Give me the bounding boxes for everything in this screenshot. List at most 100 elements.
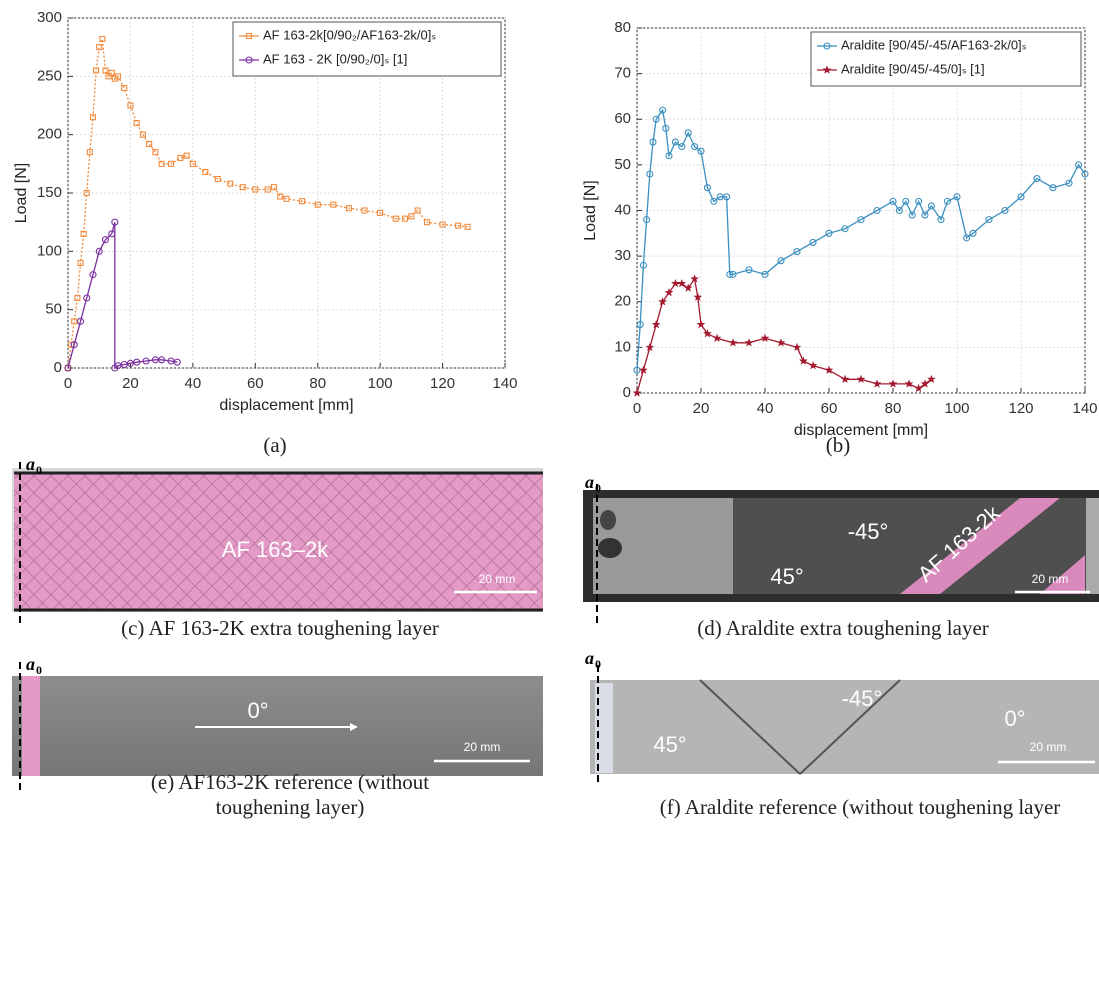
photo-annotation: 20 mm	[479, 572, 516, 586]
marker	[632, 388, 642, 397]
x-tick-label: 20	[122, 375, 139, 392]
marker	[693, 292, 703, 302]
marker	[189, 160, 196, 167]
marker	[808, 360, 818, 370]
marker	[80, 230, 87, 237]
marker	[888, 379, 898, 388]
marker	[726, 270, 734, 278]
y-tick-label: 50	[45, 301, 62, 318]
marker	[760, 333, 770, 343]
y-tick-label: 10	[614, 338, 631, 355]
marker	[1049, 184, 1057, 192]
y-tick-label: 100	[37, 242, 62, 259]
marker	[678, 143, 686, 151]
marker	[777, 257, 785, 265]
marker	[158, 356, 166, 364]
photo-annotation: 45°	[770, 564, 803, 589]
legend-label: AF 163 - 2K [0/90₂/0]ₛ [1]	[263, 51, 407, 66]
photo-annotation: -45°	[848, 519, 889, 544]
marker	[70, 341, 78, 349]
marker	[728, 338, 738, 347]
marker	[270, 184, 278, 191]
marker	[915, 197, 923, 205]
marker	[943, 197, 951, 205]
x-tick-label: 140	[1072, 400, 1097, 417]
marker	[691, 143, 699, 151]
marker	[904, 379, 914, 388]
legend-label: AF 163-2k[0/90₂/AF163-2k/0]ₛ	[263, 27, 436, 42]
x-tick-label: 80	[885, 400, 902, 417]
marker	[239, 184, 246, 191]
marker	[895, 206, 903, 215]
marker	[902, 197, 910, 205]
marker	[651, 319, 661, 329]
marker	[822, 65, 832, 74]
marker	[146, 140, 153, 148]
marker	[95, 247, 103, 255]
photo-annotation: 20 mm	[1032, 572, 1069, 586]
x-tick-label: 100	[368, 375, 393, 392]
caption: (f) Araldite reference (without tougheni…	[659, 795, 1061, 819]
crack-subscript: 0	[595, 481, 601, 495]
marker	[1001, 206, 1009, 215]
marker	[133, 119, 140, 127]
series-line	[67, 222, 178, 370]
caption: (e) AF163-2K reference (without tougheni…	[150, 770, 430, 819]
marker	[277, 193, 284, 200]
marker	[824, 365, 834, 375]
marker	[245, 32, 253, 40]
marker	[963, 234, 971, 242]
caption: (c) AF 163-2K extra toughening layer	[121, 616, 439, 640]
marker	[920, 379, 930, 388]
marker	[643, 216, 651, 224]
marker	[1017, 193, 1025, 201]
marker	[710, 197, 718, 205]
legend-label: Araldite [90/45/-45/0]ₛ [1]	[841, 61, 985, 76]
marker	[167, 160, 175, 167]
marker	[142, 357, 150, 365]
marker	[745, 266, 753, 274]
marker	[729, 270, 737, 278]
y-tick-label: 300	[37, 9, 62, 26]
marker	[133, 358, 141, 366]
marker	[330, 201, 337, 208]
marker	[111, 218, 119, 226]
marker	[402, 215, 409, 222]
chart-caption: (b)	[826, 433, 851, 457]
marker	[464, 223, 471, 230]
marker	[93, 67, 100, 74]
marker	[856, 374, 866, 384]
caption: (d) Araldite extra toughening layer	[697, 616, 989, 640]
crack-subscript: 0	[595, 657, 601, 671]
legend	[232, 21, 502, 77]
photo-annotation: -45°	[842, 686, 883, 711]
marker	[873, 206, 881, 215]
y-tick-label: 50	[614, 156, 631, 173]
marker	[761, 270, 769, 278]
y-tick-label: 20	[614, 293, 631, 310]
x-tick-label: 140	[492, 375, 517, 392]
marker	[914, 383, 924, 393]
y-axis-label: Load [N]	[13, 163, 30, 223]
marker	[77, 259, 84, 267]
marker	[139, 131, 146, 138]
marker	[83, 189, 90, 197]
series-line	[636, 108, 1086, 371]
marker	[798, 356, 808, 365]
crack-label: a	[26, 654, 35, 674]
marker	[89, 271, 97, 279]
marker	[969, 229, 977, 237]
marker	[245, 56, 253, 64]
marker	[76, 317, 85, 325]
marker	[345, 205, 352, 212]
marker	[89, 114, 97, 121]
marker	[392, 215, 399, 222]
marker	[377, 209, 384, 216]
photo-annotation: AF 163–2k	[222, 537, 329, 562]
marker	[953, 193, 961, 201]
marker	[177, 154, 184, 162]
marker	[74, 294, 81, 302]
marker	[86, 149, 93, 156]
